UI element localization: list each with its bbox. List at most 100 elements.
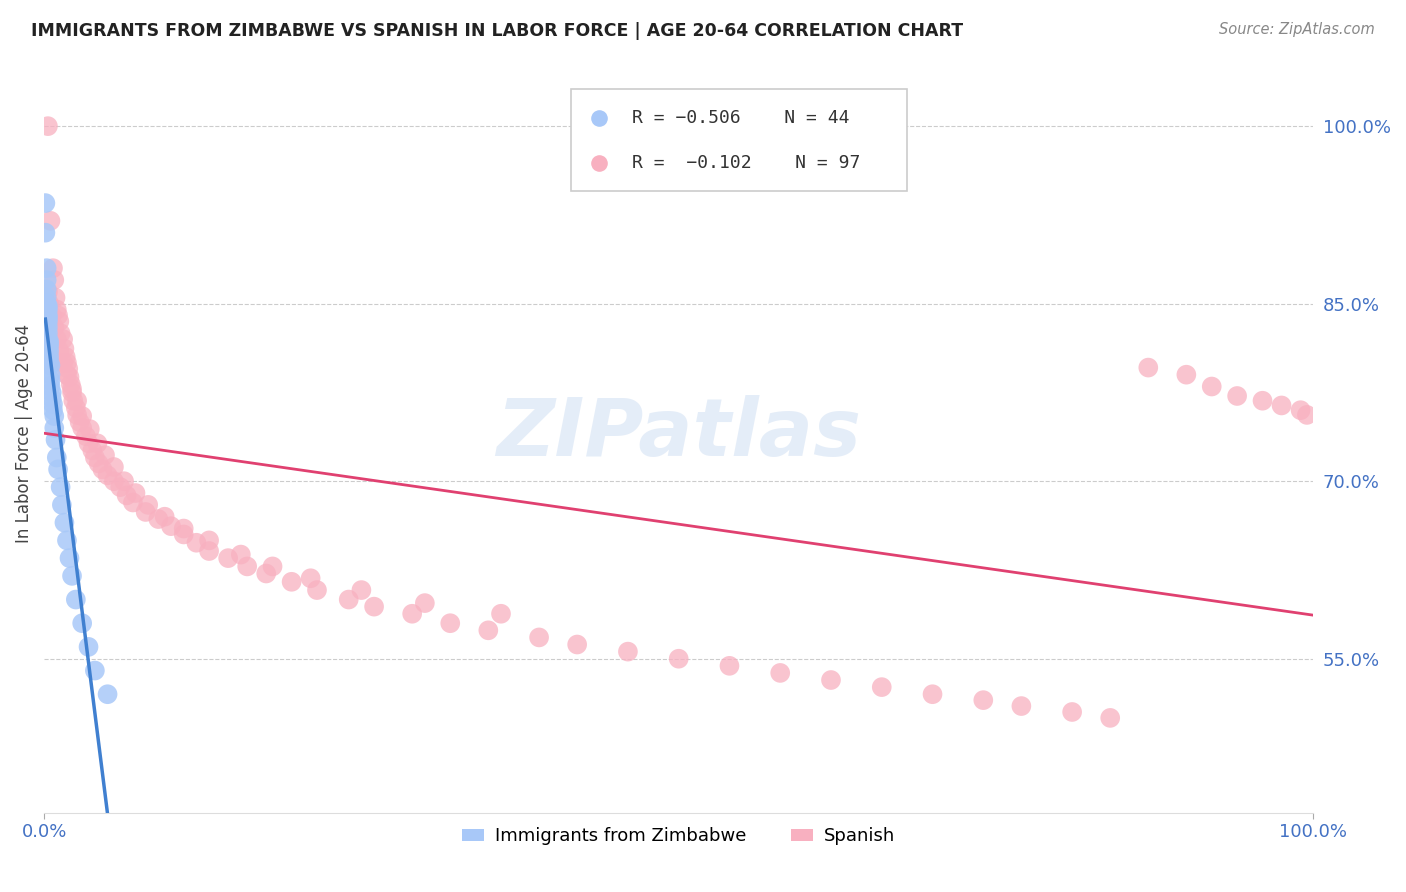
Point bbox=[44, 421, 66, 435]
Point bbox=[160, 519, 183, 533]
Point bbox=[66, 393, 89, 408]
Point bbox=[198, 544, 221, 558]
Point bbox=[39, 358, 62, 372]
Point bbox=[217, 551, 239, 566]
Point bbox=[262, 559, 284, 574]
Point bbox=[103, 474, 125, 488]
Point bbox=[53, 516, 76, 530]
Text: R = −0.506    N = 44: R = −0.506 N = 44 bbox=[631, 109, 849, 127]
Point bbox=[79, 422, 101, 436]
Point bbox=[38, 344, 60, 359]
Point bbox=[58, 361, 80, 376]
Point bbox=[337, 592, 360, 607]
Text: IMMIGRANTS FROM ZIMBABWE VS SPANISH IN LABOR FORCE | AGE 20-64 CORRELATION CHART: IMMIGRANTS FROM ZIMBABWE VS SPANISH IN L… bbox=[31, 22, 963, 40]
Point bbox=[87, 457, 110, 471]
Point bbox=[34, 196, 56, 211]
Point bbox=[44, 273, 66, 287]
Point bbox=[38, 338, 60, 352]
Point bbox=[56, 368, 79, 382]
Point bbox=[39, 214, 62, 228]
Point bbox=[60, 382, 83, 396]
Point bbox=[48, 314, 70, 328]
Point bbox=[38, 296, 60, 310]
Point bbox=[66, 408, 89, 422]
FancyBboxPatch shape bbox=[571, 89, 907, 192]
Point bbox=[37, 326, 59, 341]
Point bbox=[86, 436, 108, 450]
Point bbox=[37, 310, 59, 325]
Point bbox=[60, 385, 83, 400]
Point bbox=[70, 421, 93, 435]
Point bbox=[37, 299, 59, 313]
Point bbox=[769, 665, 792, 680]
Point bbox=[186, 535, 208, 549]
Point bbox=[37, 314, 59, 328]
Point bbox=[39, 374, 62, 388]
Point bbox=[565, 638, 588, 652]
Point bbox=[38, 356, 60, 370]
Point bbox=[45, 302, 67, 317]
Point bbox=[75, 429, 97, 443]
Point bbox=[153, 509, 176, 524]
Point bbox=[46, 309, 69, 323]
Point bbox=[38, 350, 60, 364]
Point bbox=[870, 680, 893, 694]
Point bbox=[62, 393, 84, 408]
Text: ZIPatlas: ZIPatlas bbox=[496, 395, 862, 473]
Point bbox=[617, 645, 640, 659]
Point bbox=[83, 664, 105, 678]
Point bbox=[489, 607, 512, 621]
Point bbox=[59, 377, 82, 392]
Point bbox=[1137, 360, 1160, 375]
Point bbox=[413, 596, 436, 610]
Point bbox=[77, 436, 100, 450]
Point bbox=[136, 498, 159, 512]
Point bbox=[401, 607, 423, 621]
Point bbox=[41, 385, 63, 400]
Point bbox=[1062, 705, 1084, 719]
Point bbox=[229, 548, 252, 562]
Point bbox=[1270, 399, 1292, 413]
Point bbox=[122, 495, 145, 509]
Legend: Immigrants from Zimbabwe, Spanish: Immigrants from Zimbabwe, Spanish bbox=[463, 827, 896, 846]
Point bbox=[35, 291, 58, 305]
Point bbox=[305, 583, 328, 598]
Point bbox=[55, 350, 77, 364]
Text: R =  −0.102    N = 97: R = −0.102 N = 97 bbox=[631, 154, 860, 172]
Point bbox=[91, 462, 114, 476]
Point bbox=[39, 368, 62, 382]
Point bbox=[363, 599, 385, 614]
Point bbox=[173, 527, 195, 541]
Y-axis label: In Labor Force | Age 20-64: In Labor Force | Age 20-64 bbox=[15, 325, 32, 543]
Point bbox=[1099, 711, 1122, 725]
Point bbox=[65, 592, 87, 607]
Point bbox=[82, 443, 104, 458]
Point bbox=[56, 533, 79, 548]
Point bbox=[37, 332, 59, 346]
Point bbox=[1201, 379, 1223, 393]
Point bbox=[254, 566, 277, 581]
Point bbox=[49, 326, 72, 341]
Point bbox=[1296, 408, 1319, 422]
Point bbox=[37, 285, 59, 299]
Point bbox=[69, 415, 91, 429]
Point bbox=[198, 533, 221, 548]
Point bbox=[48, 344, 70, 359]
Point bbox=[173, 522, 195, 536]
Point bbox=[1226, 389, 1249, 403]
Point bbox=[588, 218, 610, 232]
Point bbox=[35, 261, 58, 276]
Point bbox=[37, 320, 59, 334]
Point bbox=[70, 409, 93, 423]
Point bbox=[37, 309, 59, 323]
Point bbox=[65, 401, 87, 415]
Point bbox=[110, 480, 132, 494]
Point bbox=[1251, 393, 1274, 408]
Point bbox=[39, 379, 62, 393]
Point bbox=[41, 392, 63, 406]
Point bbox=[52, 332, 75, 346]
Point bbox=[1175, 368, 1198, 382]
Point bbox=[60, 569, 83, 583]
Point bbox=[439, 616, 461, 631]
Point bbox=[42, 403, 65, 417]
